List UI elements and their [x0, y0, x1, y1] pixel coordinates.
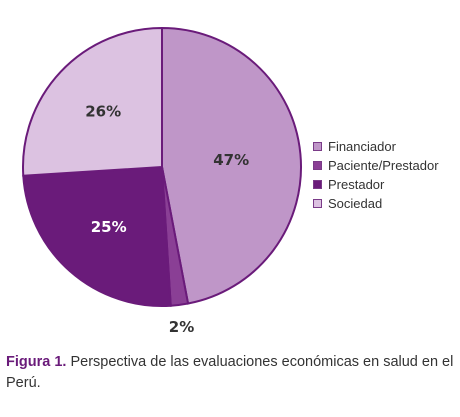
- pie-slice-label: 26%: [85, 102, 121, 120]
- pie-labels: 47% 2% 25% 26%: [85, 102, 249, 336]
- legend-swatch-financiador: [313, 142, 322, 151]
- legend-item-sociedad: Sociedad: [313, 194, 439, 213]
- legend-swatch-sociedad: [313, 199, 322, 208]
- legend-item-paciente-prestador: Paciente/Prestador: [313, 156, 439, 175]
- pie-slice-label: 25%: [91, 218, 127, 236]
- legend-label: Financiador: [328, 139, 396, 154]
- figure-caption: Figura 1. Perspectiva de las evaluacione…: [6, 352, 456, 394]
- pie-slice-label: 2%: [169, 318, 194, 336]
- legend-label: Paciente/Prestador: [328, 158, 439, 173]
- pie-slices: [21, 26, 302, 308]
- caption-text: Perspectiva de las evaluaciones económic…: [6, 354, 454, 391]
- legend-label: Prestador: [328, 177, 385, 192]
- legend: Financiador Paciente/Prestador Prestador…: [313, 137, 439, 213]
- pie-slice-prestador: [22, 165, 172, 308]
- pie-slice-sociedad: [21, 26, 163, 177]
- legend-label: Sociedad: [328, 196, 383, 211]
- caption-prefix: Figura 1.: [6, 354, 67, 370]
- legend-swatch-paciente-prestador: [313, 161, 322, 170]
- pie-slice-label: 47%: [213, 151, 249, 169]
- legend-swatch-prestador: [313, 180, 322, 189]
- pie-chart: 47% 2% 25% 26%: [21, 26, 302, 336]
- legend-item-financiador: Financiador: [313, 137, 439, 156]
- pie-slice-financiador: [161, 26, 302, 305]
- legend-item-prestador: Prestador: [313, 175, 439, 194]
